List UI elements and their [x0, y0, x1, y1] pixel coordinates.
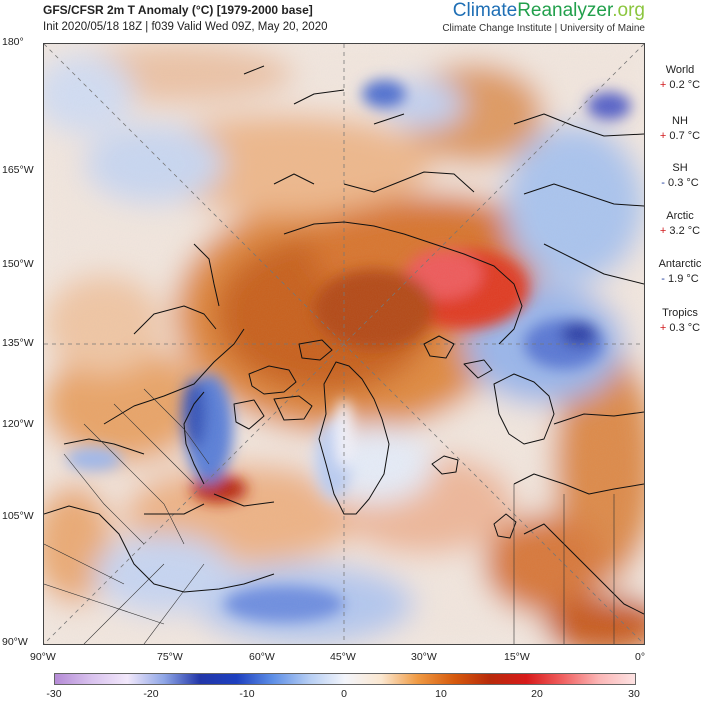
anomaly-map[interactable] [43, 43, 645, 645]
colorbar-tick: -30 [46, 688, 62, 700]
stat-label: Antarctic [658, 258, 702, 270]
colorbar [54, 673, 636, 685]
brand-part-3: .org [612, 0, 645, 21]
lon-label: 15°W [504, 651, 530, 663]
stat-value: 3.2 °C [669, 225, 701, 237]
stat-nh: NH + 0.7 °C [652, 115, 708, 142]
stat-arctic: Arctic + 3.2 °C [652, 210, 708, 237]
stat-sign: - [661, 273, 665, 285]
colorbar-tick: -20 [143, 688, 159, 700]
lat-label: 105°W [2, 510, 34, 522]
stat-world: World + 0.2 °C [652, 64, 708, 91]
lon-label: 45°W [330, 651, 356, 663]
stat-value: 0.7 °C [669, 130, 701, 142]
stat-sign: + [659, 79, 667, 91]
stat-label: Tropics [662, 307, 698, 319]
colorbar-tick: 0 [341, 688, 347, 700]
anomaly-map-canvas [44, 44, 644, 644]
stat-sh: SH - 0.3 °C [652, 162, 708, 189]
colorbar-tick: -10 [239, 688, 255, 700]
colorbar-tick: 10 [435, 688, 447, 700]
stat-value: 1.9 °C [668, 273, 699, 285]
lat-label: 150°W [2, 258, 34, 270]
coastlines [44, 65, 644, 615]
stat-value: 0.3 °C [668, 177, 699, 189]
stat-sign: + [659, 322, 667, 334]
map-subtitle: Init 2020/05/18 18Z | f039 Valid Wed 09Z… [43, 21, 328, 33]
stat-sign: - [661, 177, 665, 189]
stat-antarctic: Antarctic - 1.9 °C [652, 258, 708, 285]
brand-logo[interactable]: ClimateReanalyzer.org [453, 0, 645, 22]
stat-value: 0.3 °C [669, 322, 701, 334]
stat-label: World [665, 64, 695, 76]
stat-sign: + [659, 130, 667, 142]
colorbar-tick: 30 [628, 688, 640, 700]
lat-label: 120°W [2, 418, 34, 430]
colorbar-tick: 20 [531, 688, 543, 700]
stat-label: Arctic [666, 210, 694, 222]
brand-part-1: Climate [452, 0, 518, 21]
stat-tropics: Tropics + 0.3 °C [652, 307, 708, 334]
lon-label: 60°W [249, 651, 275, 663]
lat-label: 135°W [2, 337, 34, 349]
lon-label: 90°W [30, 651, 56, 663]
lon-label: 75°W [157, 651, 183, 663]
brand-part-2: Reanalyzer [517, 0, 613, 21]
admin-borders [44, 388, 615, 644]
stat-label: SH [672, 162, 688, 174]
lon-label: 0° [635, 651, 646, 663]
map-title: GFS/CFSR 2m T Anomaly (°C) [1979-2000 ba… [43, 3, 313, 17]
lat-label: 165°W [2, 164, 34, 176]
stat-label: NH [672, 115, 688, 127]
stat-sign: + [659, 225, 667, 237]
brand-affiliation: Climate Change Institute | University of… [442, 23, 645, 34]
lon-label: 30°W [411, 651, 437, 663]
lat-label: 180° [2, 36, 24, 48]
lat-label: 90°W [2, 636, 28, 648]
stat-value: 0.2 °C [669, 79, 701, 91]
